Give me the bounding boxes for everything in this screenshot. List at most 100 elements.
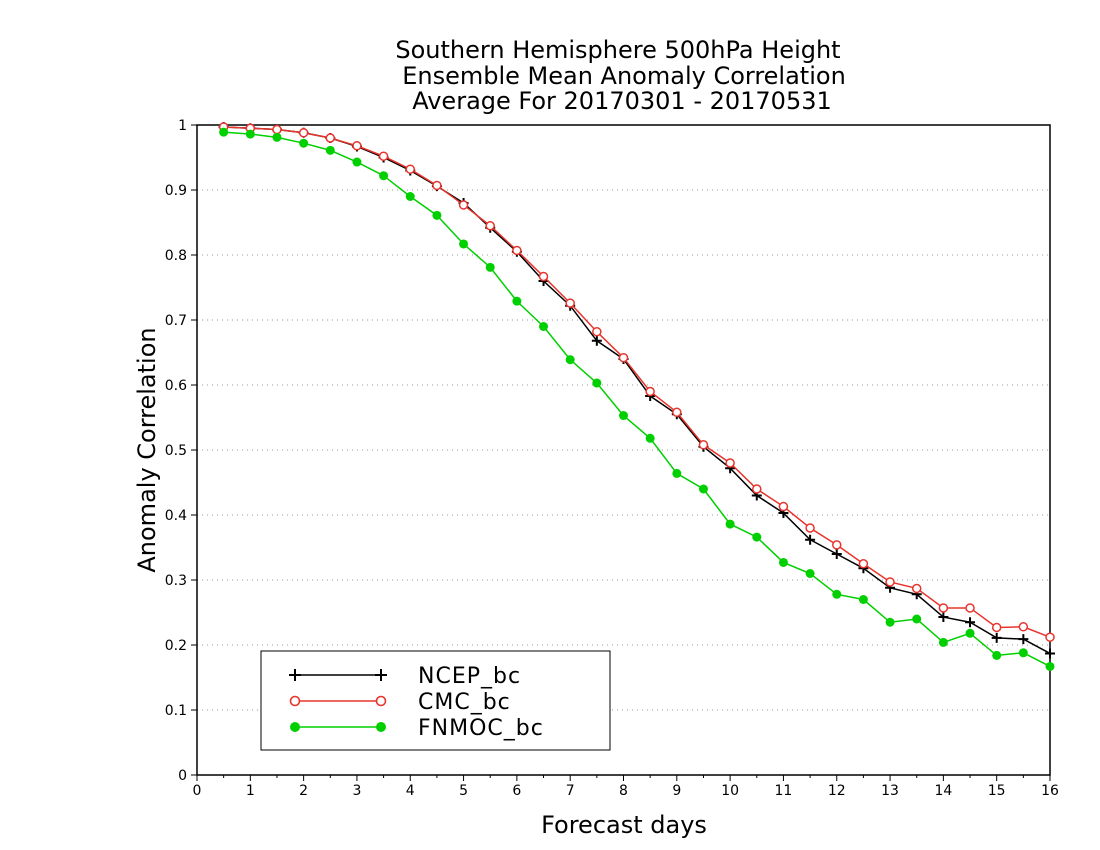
legend-entry-ncep: NCEP_bc (289, 664, 521, 689)
data-point (965, 628, 975, 638)
data-point (272, 132, 282, 142)
x-tick-label: 8 (619, 783, 628, 799)
x-tick-label: 16 (1041, 783, 1059, 799)
data-point (672, 468, 682, 478)
data-point (778, 557, 788, 567)
data-point (832, 589, 842, 599)
data-point (832, 540, 842, 550)
y-tick-label: 0.9 (165, 183, 187, 199)
legend-label-ncep: NCEP_bc (418, 664, 521, 689)
chart-title: Southern Hemisphere 500hPa Height Ensemb… (395, 36, 845, 115)
data-point (512, 296, 522, 306)
y-tick-label: 0.6 (165, 378, 187, 394)
data-point (1045, 632, 1055, 642)
legend-entry-cmc: CMC_bc (289, 690, 511, 715)
legend-label-cmc: CMC_bc (418, 690, 511, 715)
data-point (1045, 661, 1055, 671)
data-point (1045, 648, 1055, 659)
data-point (405, 192, 415, 201)
title-line-3: Average For 20170301 - 20170531 (412, 87, 832, 115)
x-tick-label: 7 (566, 783, 575, 799)
data-point (938, 637, 948, 647)
data-point (938, 612, 949, 623)
y-tick-label: 0.1 (165, 703, 187, 719)
data-point (938, 603, 949, 613)
y-tick-label: 1 (178, 118, 187, 134)
y-tick-label: 0.8 (165, 248, 187, 264)
data-point (752, 532, 762, 542)
data-point (912, 614, 922, 624)
x-tick-label: 1 (246, 783, 255, 799)
title-line-2: Ensemble Mean Anomaly Correlation (402, 62, 846, 90)
data-point (539, 322, 549, 331)
data-point (991, 632, 1002, 643)
data-point (618, 352, 629, 363)
data-point (352, 157, 362, 167)
data-point (645, 433, 655, 443)
x-axis-label: Forecast days (541, 811, 707, 839)
data-point (459, 239, 469, 249)
legend-marker-cmc-start (289, 695, 301, 707)
series-line (223, 131, 1051, 668)
legend-marker-cmc-end (375, 695, 387, 707)
data-point (458, 200, 469, 210)
data-point (831, 549, 842, 559)
data-point (725, 519, 735, 529)
data-point (591, 335, 602, 346)
y-tick-label: 0 (178, 768, 187, 784)
data-point (645, 386, 655, 397)
data-point (245, 129, 255, 139)
data-point (512, 245, 522, 256)
series-cmc-bc (218, 122, 1055, 642)
legend-marker-ncep-start (289, 669, 301, 681)
data-point (991, 622, 1002, 633)
series-line (223, 126, 1051, 638)
data-point (378, 151, 389, 161)
data-point (299, 138, 309, 148)
data-point (485, 262, 495, 272)
legend: NCEP_bc CMC_bc FNMOC_bc (260, 650, 611, 751)
plot-frame (196, 124, 1051, 776)
data-point (1018, 622, 1029, 632)
data-point (432, 180, 442, 191)
grid-lines (197, 189, 1050, 711)
series-line (223, 126, 1051, 655)
data-point (911, 583, 922, 594)
x-tick-label: 0 (193, 783, 202, 799)
data-point (698, 440, 709, 450)
x-tick-label: 6 (512, 783, 521, 799)
data-point (592, 326, 602, 337)
data-point (805, 534, 816, 545)
y-tick-label: 0.5 (165, 443, 187, 459)
y-tick-label: 0.7 (165, 313, 187, 329)
data-point (1018, 634, 1029, 645)
data-point (325, 133, 336, 143)
data-point (565, 298, 575, 308)
series-ncep-bc (218, 121, 1055, 659)
data-point (805, 523, 815, 533)
data-point (725, 458, 735, 468)
data-point (592, 378, 602, 388)
legend-marker-fnmoc-end (376, 722, 386, 732)
legend-label-fnmoc: FNMOC_bc (418, 716, 544, 741)
axes: 00.10.20.30.40.50.60.70.80.910 1 2 3 4 5 6 7 8 9 1… (165, 118, 1059, 799)
x-tick-label: 13 (881, 783, 899, 799)
x-tick-label: 10 (721, 783, 739, 799)
data-point (219, 127, 229, 137)
data-point (965, 617, 976, 628)
legend-entry-fnmoc: FNMOC_bc (290, 716, 544, 741)
x-tick-label: 11 (775, 783, 793, 799)
series-fnmoc-bc (219, 127, 1055, 671)
x-tick-label: 2 (299, 783, 308, 799)
x-tick-label: 15 (988, 783, 1006, 799)
data-point (885, 577, 895, 587)
data-point (992, 650, 1002, 660)
title-line-1: Southern Hemisphere 500hPa Height (395, 36, 840, 64)
data-point (698, 484, 708, 494)
data-point (565, 355, 575, 365)
data-point (1018, 648, 1028, 658)
y-axis-label: Anomaly Correlation (133, 327, 161, 572)
x-tick-label: 9 (672, 783, 681, 799)
data-point (672, 407, 682, 418)
